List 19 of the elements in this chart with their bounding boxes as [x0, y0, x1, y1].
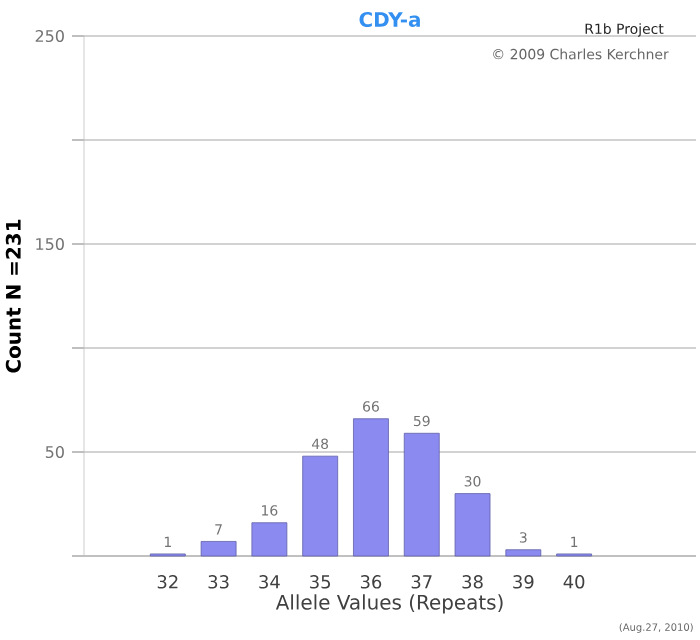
bar — [353, 418, 389, 557]
x-tick-label: 36 — [360, 575, 382, 589]
bar — [454, 493, 491, 557]
bar — [200, 541, 237, 557]
x-axis-title: Allele Values (Repeats) — [275, 594, 503, 614]
x-tick-label: 34 — [259, 575, 280, 589]
bar — [505, 549, 542, 557]
x-tick-label: 32 — [157, 575, 178, 589]
x-tick-label: 35 — [310, 575, 331, 589]
bar — [251, 522, 288, 557]
x-tick-label: 40 — [563, 575, 585, 589]
x-tick-label: 39 — [513, 575, 534, 589]
bar — [403, 432, 440, 557]
x-tick-label: 37 — [411, 575, 432, 589]
x-tick-label: 38 — [462, 575, 483, 589]
bar — [302, 455, 339, 557]
y-axis-title: Count N =231 — [5, 219, 21, 373]
x-tick-label: 33 — [208, 575, 229, 589]
chart-title: CDY-a — [359, 11, 420, 27]
